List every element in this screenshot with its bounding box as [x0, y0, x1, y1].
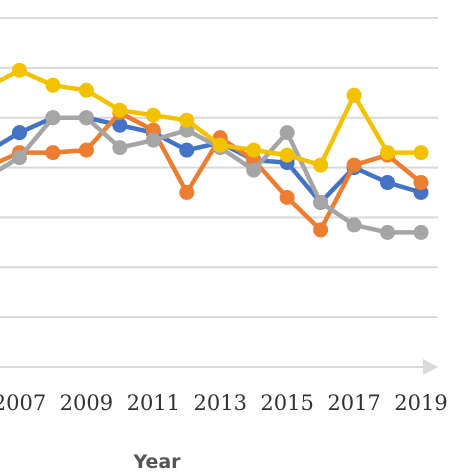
series-4: [0, 62, 429, 173]
data-point: [279, 125, 295, 141]
data-point: [179, 142, 195, 158]
data-point: [380, 224, 396, 240]
x-tick-labels: 2007 2009 2011 2013 2015 2017 2019: [0, 391, 448, 415]
data-point: [380, 145, 396, 161]
data-point: [45, 145, 61, 161]
data-point: [212, 137, 228, 153]
data-point: [313, 222, 329, 238]
data-point: [279, 189, 295, 205]
data-point: [346, 157, 362, 173]
data-point: [78, 142, 94, 158]
series-line: [0, 115, 424, 235]
gridlines: [0, 17, 438, 319]
x-tick-label: 2019: [394, 391, 447, 415]
data-point: [112, 140, 128, 156]
x-tick-label: 2017: [327, 391, 380, 415]
data-point: [246, 142, 262, 158]
data-point: [380, 175, 396, 191]
data-point: [78, 82, 94, 98]
data-point: [112, 102, 128, 118]
data-point: [413, 145, 429, 161]
data-point: [11, 150, 27, 166]
x-axis-arrow: [423, 359, 438, 375]
data-point: [346, 217, 362, 233]
x-axis: [0, 359, 438, 375]
data-point: [413, 224, 429, 240]
data-point: [45, 110, 61, 126]
data-point: [279, 147, 295, 163]
data-point: [145, 107, 161, 123]
x-tick-label: 2009: [60, 391, 113, 415]
data-point: [246, 162, 262, 178]
series-group: [0, 62, 429, 240]
x-axis-title: Year: [132, 451, 181, 473]
data-point: [45, 77, 61, 93]
data-point: [346, 87, 362, 103]
data-point: [179, 185, 195, 200]
x-tick-label: 2011: [127, 391, 180, 415]
data-point: [112, 117, 128, 133]
data-point: [413, 175, 429, 191]
data-point: [313, 194, 329, 210]
data-point: [11, 62, 27, 78]
x-tick-label: 2015: [260, 391, 313, 415]
data-point: [78, 110, 94, 126]
data-point: [179, 112, 195, 128]
series-3: [0, 110, 429, 240]
x-tick-label: 2007: [0, 391, 46, 415]
x-tick-label: 2013: [194, 391, 247, 415]
data-point: [313, 157, 329, 173]
data-point: [11, 125, 27, 141]
data-point: [145, 132, 161, 148]
